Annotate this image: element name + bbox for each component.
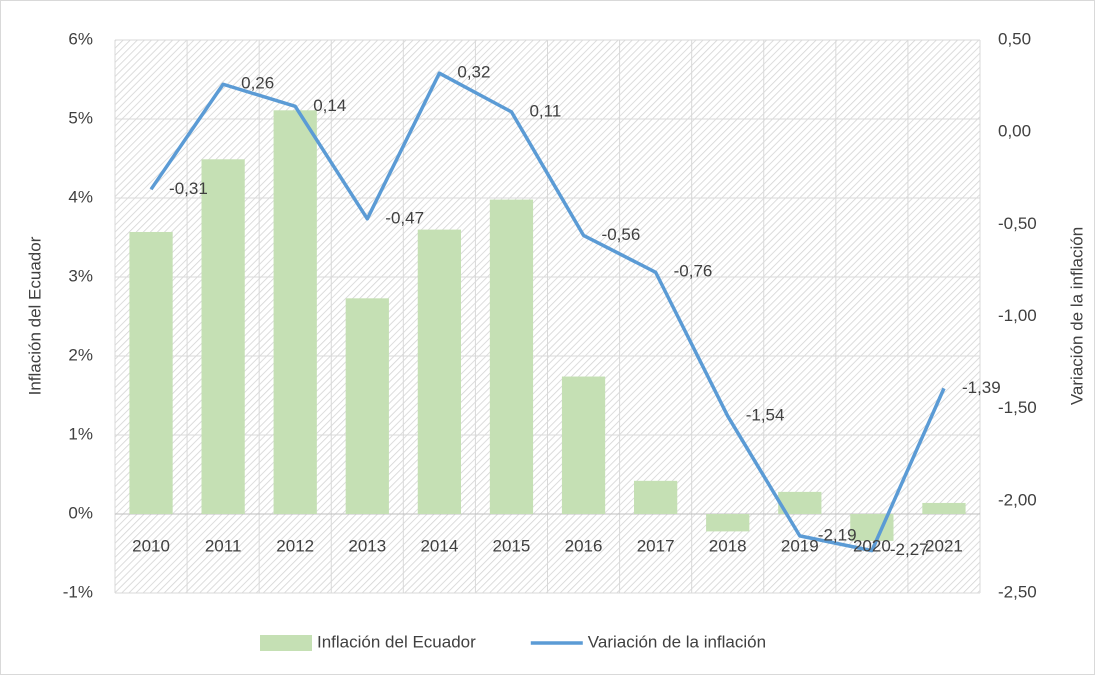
data-label: 0,14 [313, 96, 346, 115]
legend-label: Inflación del Ecuador [317, 632, 476, 651]
x-tick-label: 2021 [925, 536, 963, 555]
data-label: -0,56 [602, 225, 641, 244]
bar [129, 231, 173, 514]
y-tick-label: 0% [68, 503, 93, 522]
bar [201, 159, 245, 515]
y-tick-label: 6% [68, 29, 93, 48]
x-tick-label: 2017 [637, 536, 675, 555]
bar [489, 199, 534, 514]
x-tick-label: 2014 [420, 536, 458, 555]
y2-tick-label: -2,00 [998, 490, 1037, 509]
x-tick-label: 2013 [348, 536, 386, 555]
y2-tick-label: 0,50 [998, 29, 1031, 48]
x-tick-label: 2011 [205, 536, 242, 555]
x-tick-label: 2020 [853, 536, 891, 555]
data-label: -2,19 [818, 525, 857, 544]
data-label: 0,26 [241, 74, 274, 93]
x-tick-label: 2012 [276, 536, 314, 555]
y-tick-label: 2% [68, 345, 93, 364]
bar [922, 502, 966, 514]
y-tick-label: -1% [63, 582, 93, 601]
bar [634, 480, 678, 514]
y2-tick-label: -1,50 [998, 398, 1037, 417]
x-tick-label: 2015 [493, 536, 531, 555]
y2-tick-label: -0,50 [998, 214, 1037, 233]
y2-tick-label: -1,00 [998, 306, 1037, 325]
x-tick-label: 2019 [781, 536, 819, 555]
bar [345, 298, 389, 514]
data-label: -1,54 [746, 406, 785, 425]
bar [417, 229, 461, 514]
data-label: -0,76 [674, 262, 713, 281]
data-label: -2,27 [890, 540, 929, 559]
y-tick-label: 1% [68, 424, 93, 443]
y-tick-label: 4% [68, 187, 93, 206]
y-tick-label: 3% [68, 266, 93, 285]
bar [561, 376, 606, 514]
data-label: -0,31 [169, 179, 208, 198]
legend-swatch [260, 635, 312, 651]
x-tick-label: 2018 [709, 536, 747, 555]
y2-tick-label: -2,50 [998, 582, 1037, 601]
data-label: 0,32 [457, 63, 490, 82]
line [149, 71, 946, 553]
x-tick-label: 2010 [132, 536, 170, 555]
y2-axis-title: Variación de la inflación [1067, 227, 1086, 405]
legend-label: Variación de la inflación [588, 632, 766, 651]
y-tick-label: 5% [68, 108, 93, 127]
bar [706, 514, 750, 532]
data-label: 0,11 [529, 101, 561, 120]
data-label: -0,47 [385, 208, 424, 227]
bar [273, 110, 317, 514]
y2-tick-label: 0,00 [998, 122, 1031, 141]
data-label: -1,39 [962, 378, 1001, 397]
bar [778, 491, 822, 514]
x-tick-label: 2016 [565, 536, 603, 555]
y-axis-title: Inflación del Ecuador [25, 236, 44, 395]
